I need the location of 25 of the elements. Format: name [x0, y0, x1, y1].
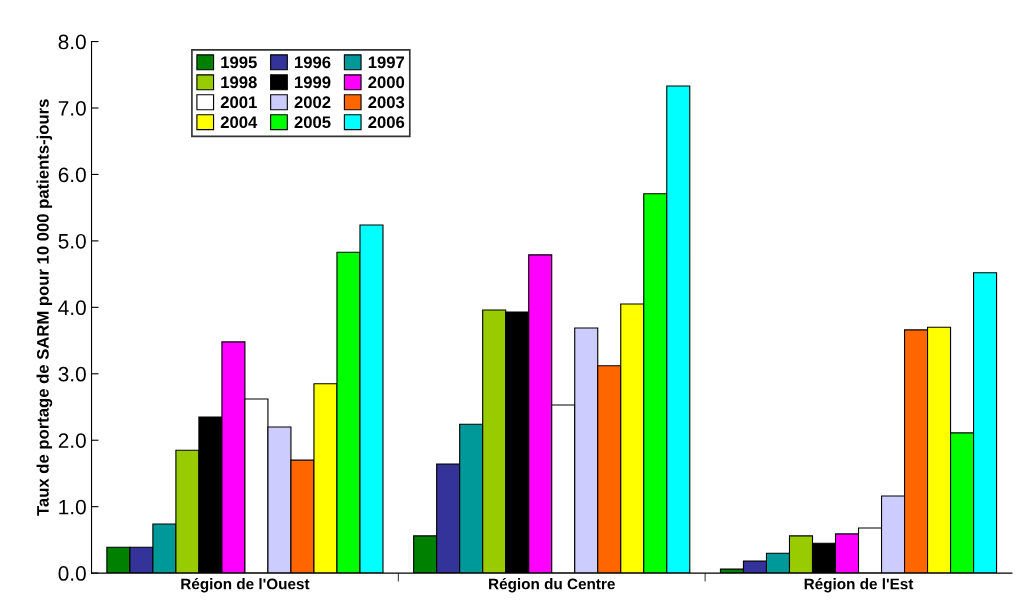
y-axis-title: Taux de portage de SARM pour 10 000 patients-jours [36, 99, 53, 516]
legend-label: 1996 [295, 56, 331, 69]
legend-label: 2003 [368, 96, 405, 109]
legend-label: 2000 [368, 76, 405, 89]
legend-label: 1997 [368, 56, 405, 69]
x-tick-label: Région de l'Ouest [181, 577, 310, 593]
y-tick-label: 7.0 [58, 101, 86, 116]
y-tick-label: 5.0 [58, 233, 86, 249]
y-tick-label: 8.0 [58, 34, 86, 50]
x-tick-label: Région du Centre [489, 577, 615, 593]
y-tick-label: 4.0 [58, 300, 86, 316]
legend-label: 2001 [220, 96, 257, 109]
x-tick-label: Région de l'Est [804, 577, 914, 593]
y-tick-label: 6.0 [58, 167, 86, 183]
legend-label: 1995 [221, 56, 257, 69]
y-tick-label: 0.0 [58, 566, 86, 581]
legend-label: 2006 [368, 116, 405, 129]
legend-label: 2004 [220, 116, 258, 129]
legend-label: 2002 [294, 96, 331, 109]
y-tick-label: 2.0 [58, 433, 86, 448]
y-tick-label: 3.0 [58, 366, 86, 382]
legend-label: 2005 [294, 116, 331, 129]
legend-label: 1998 [221, 76, 257, 89]
y-tick-label: 1.0 [59, 499, 86, 515]
legend-label: 1999 [295, 76, 331, 89]
